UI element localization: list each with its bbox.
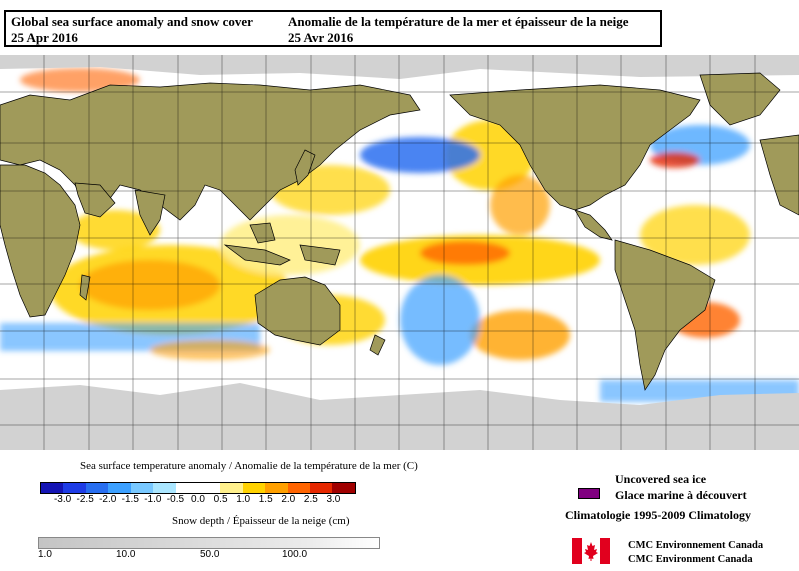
- land-africa: [0, 164, 81, 318]
- anomaly-gulf-stream: [650, 152, 700, 168]
- sst-color-scale: [40, 482, 356, 494]
- sst-color-bin-10: [265, 483, 288, 493]
- credit-line-2: CMC Environment Canada: [628, 554, 753, 565]
- land-new-guinea: [299, 244, 341, 266]
- anomaly-southeast-pacific-cold: [400, 275, 480, 365]
- sst-tick-label: -0.5: [166, 494, 185, 505]
- credit-line-1: CMC Environnement Canada: [628, 540, 764, 551]
- land-north-america: [449, 84, 701, 211]
- title-box: Global sea surface anomaly and snow cove…: [4, 10, 662, 47]
- sst-color-bin-7: [197, 483, 221, 493]
- sst-scale-ticks: -3.0 -2.5 -2.0 -1.5 -1.0 -0.5 0.0 0.5 1.0 1.5 2.0 2…: [40, 494, 356, 508]
- land-arabia: [74, 182, 116, 218]
- sst-tick-label: 0.5: [213, 494, 228, 505]
- sst-color-bin-1: [63, 483, 86, 493]
- sst-color-bin-6: [175, 483, 198, 493]
- sea-ice-label-fr: Glace marine à découvert: [615, 488, 747, 502]
- anomaly-maritime: [220, 215, 360, 275]
- sea-ice-swatch: [578, 488, 600, 499]
- sst-color-bin-4: [130, 483, 154, 493]
- graticule: [0, 55, 799, 450]
- sst-color-bin-0: [41, 483, 64, 493]
- land-new-zealand: [369, 334, 386, 356]
- sst-color-bin-5: [153, 483, 176, 493]
- anomaly-arabian-sea: [70, 210, 160, 250]
- snow-depth-scale: [38, 537, 380, 549]
- anomaly-north-pacific-cold: [360, 137, 480, 173]
- anomaly-southern-warm: [150, 340, 270, 360]
- canada-flag-icon: [572, 538, 610, 564]
- snow-tick-10: 10.0: [116, 549, 136, 560]
- snow-tick-1: 1.0: [38, 549, 52, 560]
- sst-color-bin-12: [310, 483, 333, 493]
- sst-color-bin-3: [108, 483, 131, 493]
- sst-tick-label: 1.0: [236, 494, 251, 505]
- sst-tick-label: 2.0: [281, 494, 296, 505]
- land-europe-west: [759, 134, 799, 216]
- land-central-america: [574, 209, 613, 241]
- sst-tick-label: 0.0: [191, 494, 205, 505]
- title-english: Global sea surface anomaly and snow cove…: [11, 14, 253, 46]
- sst-tick-label: -3.0: [53, 494, 72, 505]
- sst-tick-label: -1.0: [144, 494, 162, 505]
- sst-color-bin-11: [287, 483, 311, 493]
- sst-tick-label: 3.0: [326, 494, 341, 505]
- title-en-date: 25 Apr 2016: [11, 30, 78, 45]
- sst-tick-label: 2.5: [303, 494, 318, 505]
- anomaly-nino-core: [420, 241, 510, 265]
- land-indonesia: [223, 244, 291, 266]
- antarctica-snow: [0, 383, 799, 450]
- world-map: [0, 55, 799, 450]
- title-french: Anomalie de la température de la mer et …: [288, 14, 628, 46]
- sea-ice-label-en: Uncovered sea ice: [615, 472, 707, 486]
- title-fr-line1: Anomalie de la température de la mer et …: [288, 14, 629, 29]
- sst-color-bin-8: [220, 483, 243, 493]
- sst-tick-label: -1.5: [121, 494, 139, 505]
- snow-scale-ticks: 1.0 10.0 50.0 100.0: [38, 549, 380, 563]
- climatology-label: Climatologie 1995-2009 Climatology: [565, 508, 751, 522]
- anomaly-indian-core: [80, 260, 220, 310]
- anomaly-south-pacific: [470, 310, 570, 360]
- sst-color-bin-2: [85, 483, 109, 493]
- title-fr-date: 25 Avr 2016: [288, 30, 354, 45]
- snow-legend-title: Snow depth / Épaisseur de la neige (cm): [172, 515, 350, 527]
- land-japan: [294, 149, 316, 186]
- title-en-line1: Global sea surface anomaly and snow cove…: [11, 14, 253, 29]
- sst-tick-label: 1.5: [258, 494, 273, 505]
- land-madagascar: [79, 274, 91, 301]
- sst-tick-label: -2.5: [76, 494, 94, 505]
- land-india: [134, 189, 166, 236]
- anomaly-california: [490, 175, 550, 235]
- snow-tick-100: 100.0: [282, 549, 308, 560]
- sst-color-bin-13: [332, 483, 355, 493]
- land-masses: [0, 72, 799, 391]
- sst-legend-title: Sea surface temperature anomaly / Anomal…: [80, 460, 418, 472]
- sst-tick-label: -2.0: [99, 494, 117, 505]
- world-map-svg: [0, 55, 799, 450]
- arctic-snow: [0, 55, 799, 79]
- land-south-america: [614, 239, 716, 391]
- sst-color-bin-9: [242, 483, 266, 493]
- snow-tick-50: 50.0: [200, 549, 220, 560]
- anomaly-atlantic-tropics: [640, 205, 750, 265]
